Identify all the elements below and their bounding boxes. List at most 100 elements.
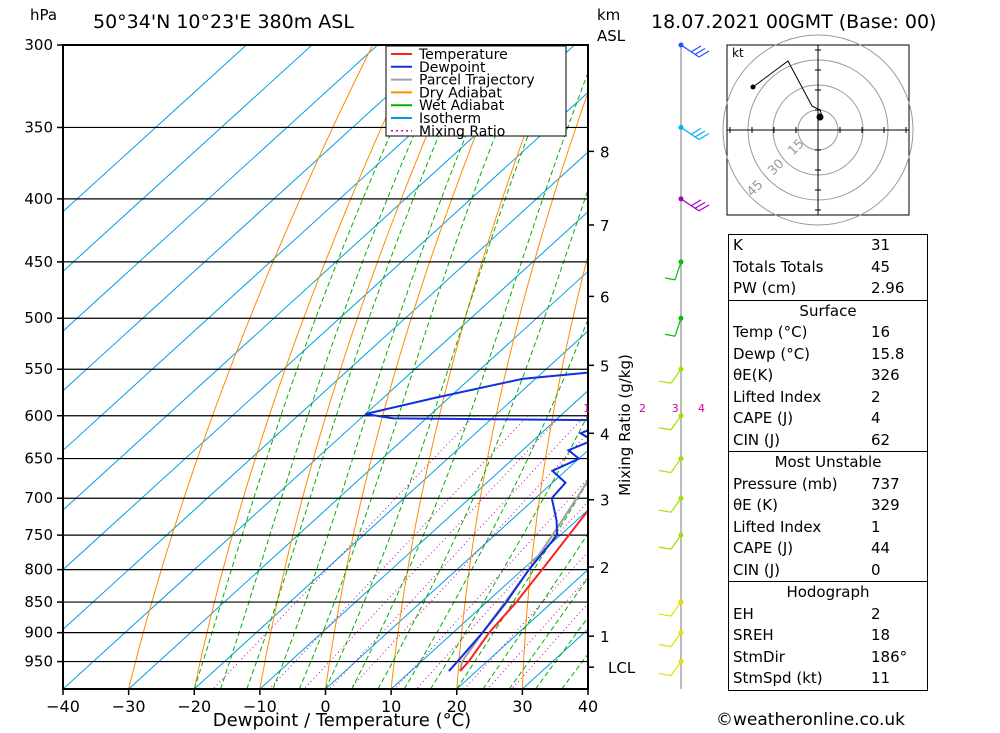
asl-label: ASL: [597, 27, 626, 45]
legend-label: Mixing Ratio: [419, 124, 505, 140]
mu-cape-label: CAPE (J): [733, 539, 794, 557]
eh-label: EH: [733, 604, 754, 623]
km-tick-label: 3: [600, 492, 610, 510]
storm-speed-value: 11: [871, 669, 891, 687]
wet-adiabat-line: [351, 71, 588, 689]
wind-barb: [658, 415, 682, 431]
isotherm-line: [63, 91, 588, 571]
mu-pressure-value: 737: [871, 474, 900, 493]
mixing-ratio-line: [268, 415, 529, 689]
wind-barb: [658, 632, 682, 648]
mu-theta-e-value: 329: [871, 496, 900, 514]
surface-temp-label: Temp (°C): [733, 323, 808, 341]
pw-value: 2.96: [871, 279, 905, 297]
pressure-tick-label: 750: [24, 526, 53, 544]
storm-direction-value: 186°: [871, 647, 908, 666]
wind-barb: [664, 261, 682, 281]
isotherm-line: [390, 509, 588, 689]
hodograph-unit: kt: [732, 46, 744, 60]
datetime-title: 18.07.2021 00GMT (Base: 00): [651, 11, 936, 33]
surface-cin-label: CIN (J): [733, 430, 781, 449]
mixing-ratio-axis-title: Mixing Ratio (g/kg): [616, 354, 634, 496]
mu-cin-value: 0: [871, 560, 881, 579]
km-tick-label: 8: [600, 143, 610, 161]
pressure-tick-label: 600: [24, 407, 53, 425]
pressure-tick-label: 450: [24, 253, 53, 271]
location-title: 50°34'N 10°23'E 380m ASL: [93, 11, 354, 33]
legend-label: Temperature: [418, 47, 508, 63]
eh-value: 2: [871, 604, 881, 623]
storm-direction-label: StmDir: [733, 647, 785, 666]
isotherm-line: [63, 45, 313, 273]
mixing-ratio-line: [487, 576, 588, 689]
wet-adiabat-line: [193, 45, 432, 689]
wet-adiabat-line: [298, 45, 533, 689]
isotherm-line: [63, 45, 575, 511]
surface-lifted-index-value: 2: [871, 387, 881, 406]
dry-adiabat-line: [193, 45, 420, 689]
temp-tick-label: 40: [578, 697, 598, 716]
temp-tick-label: 10: [381, 697, 401, 716]
wind-barb: [680, 44, 710, 58]
wind-barb: [658, 458, 682, 474]
pressure-tick-label: 650: [24, 450, 53, 468]
dewpoint-line: [365, 371, 588, 672]
mixing-ratio-line: [511, 602, 588, 689]
mu-lifted-index-value: 1: [871, 517, 881, 536]
wind-barb: [658, 534, 682, 550]
temp-tick-label: −30: [112, 697, 146, 716]
wet-adiabat-line: [482, 532, 588, 689]
k-index-label: K: [733, 236, 743, 254]
surface-section-title: Surface: [729, 299, 927, 323]
temp-tick-label: −20: [177, 697, 211, 716]
km-tick-label: 2: [600, 559, 610, 577]
pressure-tick-label: 500: [24, 309, 53, 327]
isotherm-line: [259, 390, 588, 689]
hodograph-section-title: Hodograph: [729, 581, 927, 604]
mu-theta-e-label: θE (K): [733, 496, 778, 514]
lcl-label: LCL: [608, 659, 636, 677]
dry-adiabat-line: [325, 45, 513, 689]
wind-barb: [680, 198, 710, 212]
mu-cin-label: CIN (J): [733, 560, 781, 579]
isotherm-line: [63, 45, 247, 213]
mixing-ratio-line: [349, 432, 588, 689]
isotherm-line: [63, 45, 378, 332]
surface-temp-value: 16: [871, 323, 891, 341]
mixing-ratio-label: 4: [698, 402, 705, 415]
temp-tick-label: 0: [320, 697, 330, 716]
sreh-label: SREH: [733, 626, 774, 644]
pressure-tick-label: 700: [24, 489, 53, 507]
mixing-ratio-line: [329, 415, 586, 689]
isotherm-line: [325, 449, 588, 689]
temperature-line: [459, 509, 588, 672]
credit-link[interactable]: ©weatheronline.co.uk: [716, 710, 906, 730]
km-tick-label: 6: [600, 288, 610, 306]
dry-adiabat-line: [949, 45, 982, 689]
surface-theta-e-label: θE(K): [733, 366, 774, 384]
sreh-value: 18: [871, 626, 891, 644]
legend-label: Dewpoint: [419, 60, 486, 76]
totals-totals-label: Totals Totals: [733, 257, 824, 276]
temp-tick-label: 30: [512, 697, 532, 716]
wet-adiabat-line: [508, 576, 588, 689]
isotherm-line: [63, 45, 510, 452]
km-tick-label: 4: [600, 425, 610, 443]
surface-dewp-value: 15.8: [871, 344, 905, 363]
legend-label: Dry Adiabat: [419, 85, 502, 101]
wet-adiabat-line: [325, 45, 564, 689]
surface-theta-e-value: 326: [871, 366, 900, 384]
totals-totals-value: 45: [871, 257, 891, 276]
pressure-tick-label: 900: [24, 624, 53, 642]
wet-adiabat-line: [403, 318, 588, 689]
wet-adiabat-line: [430, 413, 588, 689]
dry-adiabat-line: [259, 45, 467, 689]
pressure-tick-label: 300: [24, 36, 53, 54]
isotherm-line: [63, 45, 444, 392]
temp-tick-label: 20: [447, 697, 467, 716]
pressure-tick-label: 350: [24, 118, 53, 136]
mixing-ratio-label: 2: [639, 402, 646, 415]
x-axis-title: Dewpoint / Temperature (°C): [213, 710, 471, 731]
pressure-tick-label: 800: [24, 561, 53, 579]
